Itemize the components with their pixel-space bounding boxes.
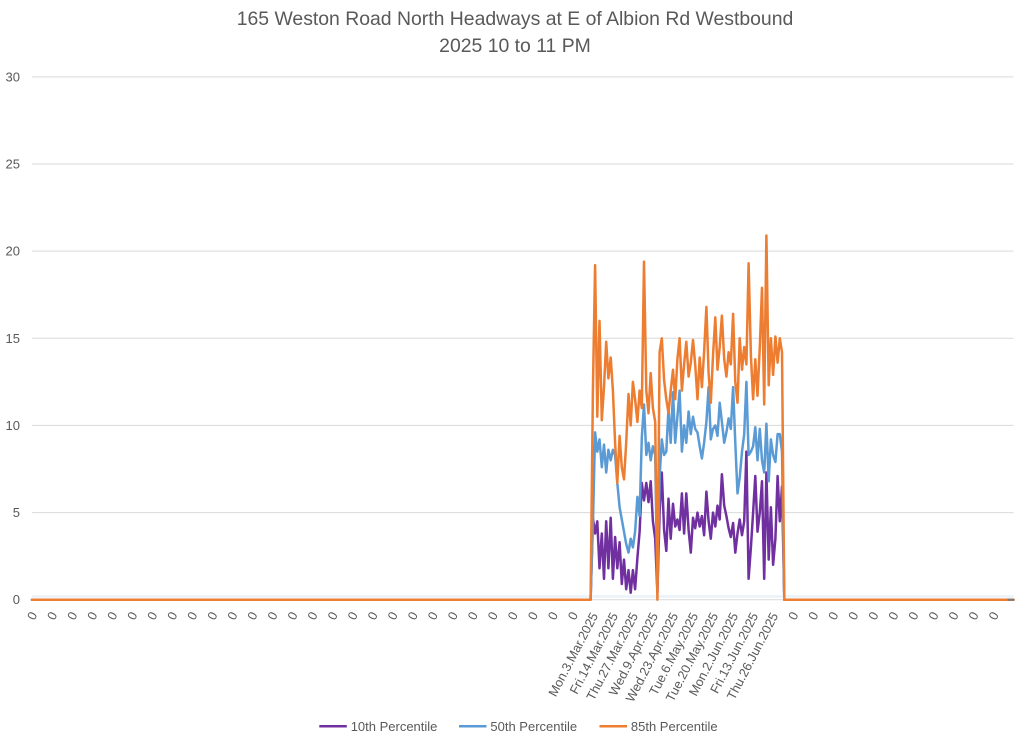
svg-text:10: 10 [6, 418, 20, 433]
svg-text:5: 5 [13, 505, 20, 520]
svg-text:165 Weston Road North Headways: 165 Weston Road North Headways at E of A… [237, 8, 794, 30]
svg-text:50th Percentile: 50th Percentile [490, 719, 577, 734]
svg-text:85th Percentile: 85th Percentile [631, 719, 718, 734]
svg-text:30: 30 [6, 69, 20, 84]
svg-text:15: 15 [6, 331, 20, 346]
svg-text:25: 25 [6, 157, 20, 172]
svg-text:0: 0 [13, 592, 20, 607]
svg-text:20: 20 [6, 244, 20, 259]
svg-text:10th Percentile: 10th Percentile [351, 719, 438, 734]
svg-text:2025 10 to 11 PM: 2025 10 to 11 PM [439, 35, 591, 57]
